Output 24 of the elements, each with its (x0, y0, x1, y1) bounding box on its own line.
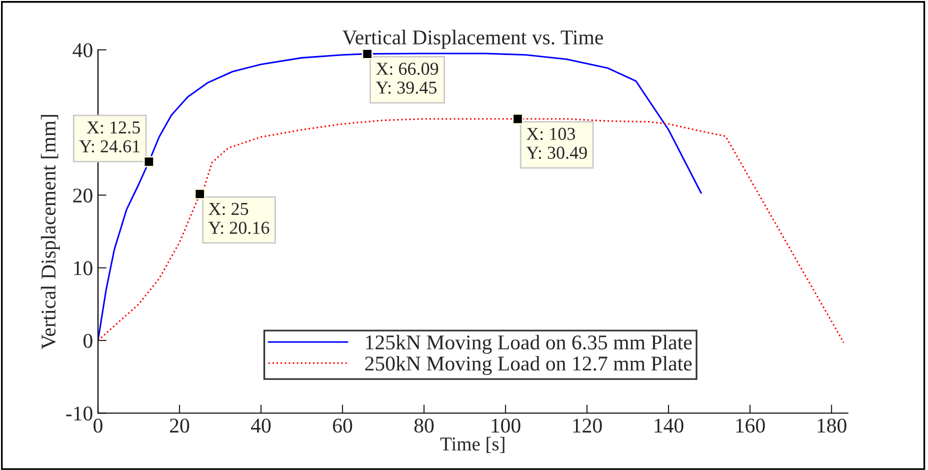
x-tick-label: 60 (332, 418, 352, 433)
y-tick-label: 20 (73, 188, 92, 203)
annotation: X: 12.5 Y: 24.61 (79, 121, 140, 153)
y-tick-label: 0 (84, 334, 92, 348)
x-tick-label: 0 (94, 418, 102, 433)
x-tick-label: 160 (736, 418, 765, 433)
chart-title: Vertical Displacement vs. Time (342, 30, 603, 49)
annotation: X: 103 Y: 30.49 (526, 128, 587, 159)
x-tick-label: 40 (250, 418, 271, 433)
x-tick-label: 120 (573, 418, 602, 433)
x-tick-label: 20 (170, 418, 190, 433)
x-tick-label: 180 (818, 418, 846, 433)
annotation: X: 66.09 Y: 39.45 (376, 62, 438, 94)
annotation: X: 25 Y: 20.16 (208, 202, 270, 234)
x-axis-title: Time [s] (440, 436, 504, 453)
x-tick-label: 80 (414, 418, 434, 433)
y-axis-title: Vertical Displacement [mm] (40, 115, 60, 350)
x-tick-label: 100 (492, 418, 520, 433)
legend-label: 250kN Moving Load on 12.7 mm Plate (365, 356, 692, 375)
y-tick-label: 10 (74, 261, 92, 276)
y-tick-label: 40 (72, 43, 92, 58)
legend-label: 125kN Moving Load on 6.35 mm Plate (366, 334, 692, 354)
y-tick-label: -10 (66, 406, 92, 421)
x-tick-label: 140 (654, 418, 684, 433)
